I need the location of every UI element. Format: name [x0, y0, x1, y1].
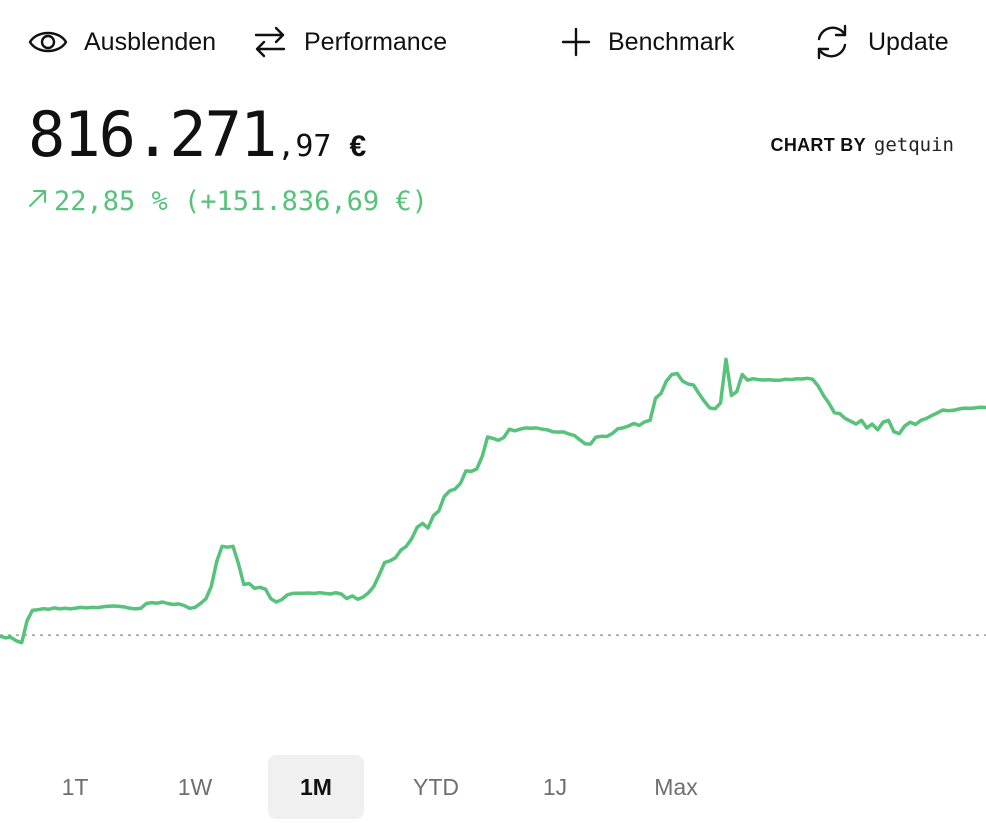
series-line [0, 357, 986, 645]
benchmark-label: Benchmark [608, 27, 735, 56]
range-tab-label: Max [654, 773, 698, 800]
trend-up-icon [26, 186, 54, 217]
time-range-selector: 1T 1W 1M YTD 1J Max [0, 755, 986, 819]
chart-credit: CHART BY getquin [771, 134, 954, 156]
update-label: Update [868, 27, 949, 56]
range-tab-ytd[interactable]: YTD [388, 755, 484, 819]
update-button[interactable]: Update [812, 20, 949, 64]
range-tab-1w[interactable]: 1W [147, 755, 243, 819]
range-tab-label: 1W [177, 773, 213, 800]
swap-arrows-icon [252, 24, 288, 60]
performance-change: 22,85 % (+151.836,69 €) [26, 186, 428, 217]
range-tab-label: 1M [300, 773, 332, 800]
range-tab-1t[interactable]: 1T [27, 755, 123, 819]
performance-label: Performance [304, 27, 448, 56]
chart-toolbar: Ausblenden Performance Benchmark Up [0, 0, 986, 84]
hide-label: Ausblenden [84, 27, 217, 56]
eye-icon [28, 27, 68, 57]
credit-brand: getquin [873, 134, 954, 156]
range-tab-label: YTD [413, 773, 459, 800]
portfolio-value: 816.271 ,97 € [28, 98, 366, 171]
value-currency: € [349, 130, 367, 163]
range-tab-1m[interactable]: 1M [268, 755, 364, 819]
refresh-icon [812, 22, 852, 62]
value-main: 816.271 [28, 98, 277, 171]
plus-icon [560, 26, 592, 58]
hide-button[interactable]: Ausblenden [28, 20, 216, 64]
range-tab-max[interactable]: Max [628, 755, 724, 819]
range-tab-label: 1T [61, 773, 89, 800]
change-text: 22,85 % (+151.836,69 €) [54, 186, 428, 217]
performance-button[interactable]: Performance [252, 20, 447, 64]
credit-by: CHART BY [770, 134, 866, 155]
performance-chart [0, 357, 986, 645]
range-tab-1j[interactable]: 1J [507, 755, 603, 819]
value-decimals: ,97 [277, 129, 332, 164]
range-tab-label: 1J [542, 773, 568, 800]
benchmark-button[interactable]: Benchmark [560, 20, 734, 64]
